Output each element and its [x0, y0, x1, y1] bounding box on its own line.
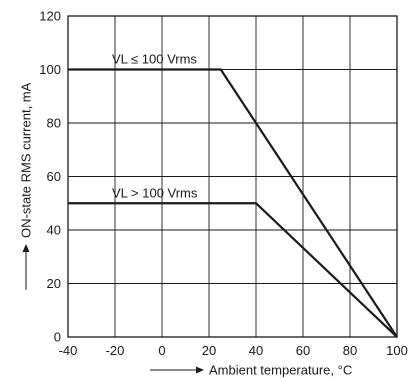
x-tick-label: -20 — [106, 343, 125, 358]
x-axis-title-group: Ambient temperature, °C — [150, 363, 352, 378]
plot-frame — [67, 15, 398, 338]
x-axis-title: Ambient temperature, °C — [209, 363, 352, 378]
y-tick-label: 100 — [39, 62, 61, 77]
x-tick-label: 80 — [343, 343, 357, 358]
y-tick-label: 0 — [54, 330, 61, 345]
x-tick-label: -40 — [59, 343, 78, 358]
x-tick-label: 20 — [202, 343, 216, 358]
y-axis-arrowhead — [22, 244, 30, 252]
y-tick-label: 20 — [47, 276, 61, 291]
x-tick-label: 100 — [386, 343, 408, 358]
y-axis-title: ON-state RMS current, mA — [19, 82, 34, 238]
series-line — [68, 68, 398, 338]
series-label: VL > 100 Vrms — [112, 185, 198, 200]
x-axis-arrowhead — [196, 366, 204, 374]
x-tick-labels: -40 -20 0 20 40 60 80 100 — [59, 343, 408, 358]
y-tick-label: 40 — [47, 223, 61, 238]
y-tick-label: 80 — [47, 116, 61, 131]
y-tick-label: 120 — [39, 9, 61, 24]
series-lines — [68, 68, 398, 338]
x-tick-label: 60 — [296, 343, 310, 358]
x-tick-label: 0 — [158, 343, 165, 358]
y-axis-title-group: ON-state RMS current, mA — [19, 82, 34, 290]
y-tick-labels: 0 20 40 60 80 100 120 — [39, 9, 61, 345]
series-label: VL ≤ 100 Vrms — [112, 52, 197, 67]
series-line — [68, 202, 398, 338]
y-tick-label: 60 — [47, 169, 61, 184]
x-tick-label: 40 — [249, 343, 263, 358]
grid — [67, 15, 398, 338]
series-labels: VL ≤ 100 Vrms VL > 100 Vrms — [112, 52, 198, 201]
